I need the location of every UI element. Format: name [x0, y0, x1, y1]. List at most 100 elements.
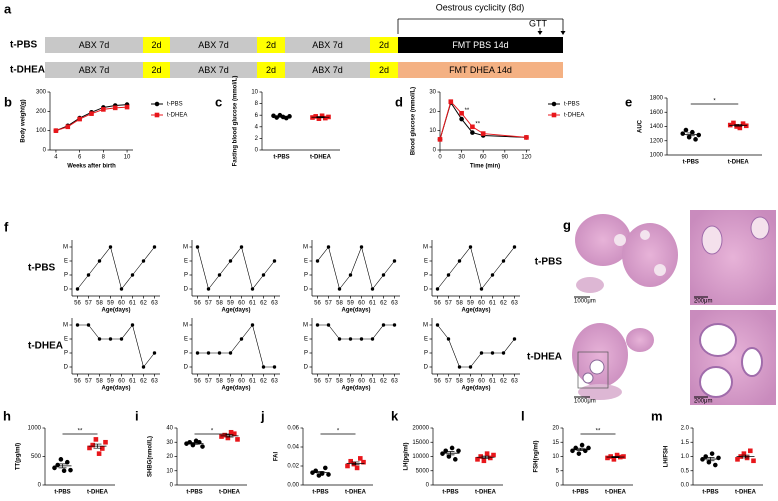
- data-point: [488, 455, 493, 461]
- y-tick-label: P: [184, 351, 188, 357]
- y-tick-label: P: [424, 351, 428, 357]
- x-tick-label: t-DHEA: [475, 490, 497, 496]
- x-tick-label: 60: [478, 379, 485, 385]
- data-point: [239, 245, 244, 249]
- data-point: [484, 451, 490, 456]
- x-tick-label: 61: [369, 379, 376, 385]
- data-point: [272, 259, 277, 263]
- x-tick-label: 60: [238, 379, 245, 385]
- data-point: [731, 120, 736, 126]
- data-point: [112, 105, 118, 111]
- x-tick-label: 62: [260, 301, 267, 307]
- y-tick-label: M: [63, 245, 68, 251]
- error-bar: [277, 115, 286, 118]
- data-point: [361, 459, 366, 465]
- segment-label: ABX 7d: [312, 65, 343, 75]
- y-tick-label: D: [184, 365, 189, 371]
- gtt-label: GTT: [529, 18, 547, 28]
- x-axis-label: Age(days): [101, 386, 130, 392]
- segment-label: ABX 7d: [79, 65, 110, 75]
- y-tick-label: D: [304, 365, 309, 371]
- y-tick-label: E: [64, 259, 68, 265]
- arrow: [537, 31, 543, 35]
- y-tick-label: E: [424, 259, 428, 265]
- data-point: [490, 351, 495, 355]
- y-tick-label: D: [424, 287, 429, 293]
- significance-label: *: [211, 429, 214, 435]
- y-tick-label: 6: [255, 113, 259, 119]
- x-tick-label: t-DHEA: [219, 490, 241, 496]
- x-tick-label: 62: [260, 379, 267, 385]
- y-tick-label: E: [304, 259, 308, 265]
- x-tick-label: 57: [445, 301, 452, 307]
- x-tick-label: t-PBS: [273, 155, 289, 161]
- x-tick-label: 56: [194, 379, 201, 385]
- y-tick-label: 1000: [650, 153, 664, 159]
- x-tick-label: 58: [216, 379, 223, 385]
- data-point: [440, 451, 445, 456]
- x-tick-label: 59: [467, 301, 474, 307]
- x-tick-label: 62: [140, 379, 147, 385]
- data-point: [119, 337, 124, 341]
- x-tick-label: 63: [151, 301, 158, 307]
- x-tick-label: 56: [434, 379, 441, 385]
- segment-label: 2d: [151, 40, 161, 50]
- data-point: [77, 116, 82, 122]
- y-tick-label: 1.5: [681, 440, 690, 446]
- x-tick-label: 58: [96, 301, 103, 307]
- data-point: [481, 458, 487, 464]
- segment-label: 2d: [379, 40, 389, 50]
- annotation: **: [465, 108, 470, 114]
- data-point: [480, 131, 486, 136]
- series-line: [317, 324, 395, 340]
- data-point: [345, 463, 350, 469]
- data-point: [468, 365, 473, 369]
- y-tick-label: 40: [166, 426, 173, 432]
- data-point: [392, 323, 397, 327]
- x-tick-label: 60: [358, 301, 365, 307]
- x-tick-label: 63: [151, 379, 158, 385]
- arrow: [560, 31, 566, 35]
- y-axis-label: SHBG(nmol/L): [148, 436, 154, 477]
- y-tick-label: 10: [552, 454, 559, 460]
- timeline-segment: [285, 37, 370, 53]
- error-bar: [481, 455, 490, 459]
- data-point: [370, 287, 375, 291]
- panel-label: l: [521, 408, 525, 423]
- timeline-segment: [398, 62, 563, 78]
- panel-label: e: [625, 94, 632, 109]
- x-tick-label: t-DHEA: [87, 490, 109, 496]
- y-tick-label: P: [424, 273, 428, 279]
- y-tick-label: E: [184, 259, 188, 265]
- y-tick-label: 20: [429, 109, 436, 115]
- data-point: [313, 468, 319, 474]
- scale-bar-label: 200μm: [694, 299, 712, 305]
- data-point: [437, 137, 443, 142]
- timeline-segment: [170, 62, 257, 78]
- data-point: [524, 135, 529, 140]
- y-tick-label: E: [304, 337, 308, 343]
- x-tick-label: t-DHEA: [735, 490, 757, 496]
- data-point: [217, 351, 222, 355]
- segment-label: FMT DHEA 14d: [449, 65, 512, 75]
- legend-label: t-PBS: [564, 102, 580, 108]
- y-tick-label: E: [184, 337, 188, 343]
- y-tick-label: E: [64, 337, 68, 343]
- data-point: [453, 457, 458, 462]
- x-tick-label: 61: [489, 379, 496, 385]
- x-tick-label: t-DHEA: [310, 155, 332, 161]
- timeline-segment: [285, 62, 370, 78]
- panel-label: j: [260, 408, 265, 423]
- error-bar: [576, 447, 585, 451]
- scale-bar-label: 1000μm: [574, 299, 596, 305]
- data-point: [706, 459, 712, 465]
- data-point: [512, 337, 517, 341]
- y-tick-label: 0.0: [681, 483, 690, 489]
- significance-label: *: [337, 429, 340, 435]
- data-point: [96, 451, 102, 456]
- series-line: [317, 246, 395, 290]
- x-tick-label: 56: [314, 379, 321, 385]
- timeline-segment: [370, 62, 398, 78]
- y-tick-label: 30: [166, 440, 173, 446]
